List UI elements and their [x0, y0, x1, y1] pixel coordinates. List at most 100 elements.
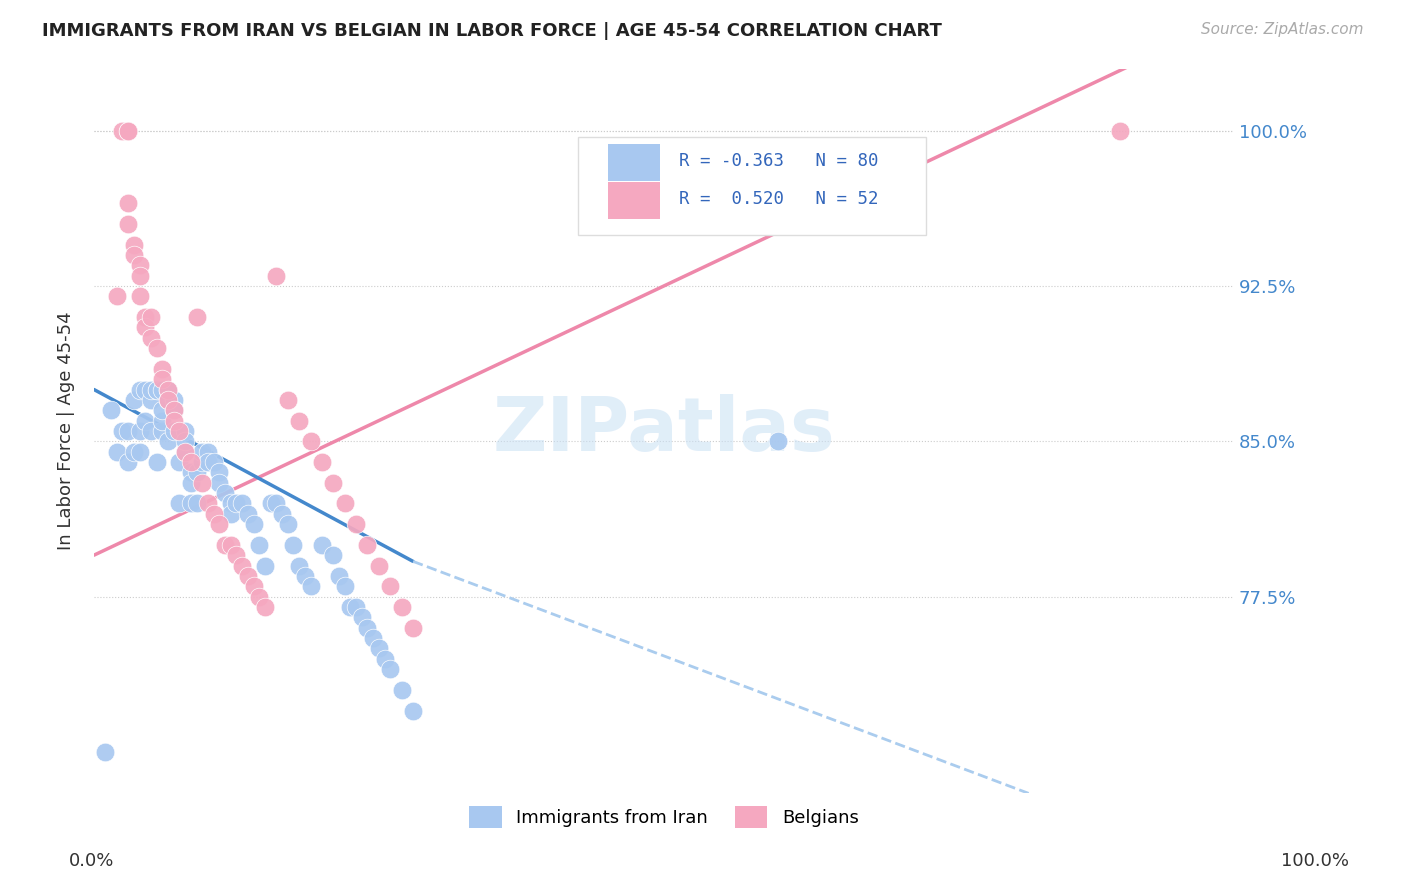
Legend: Immigrants from Iran, Belgians: Immigrants from Iran, Belgians [461, 798, 866, 835]
Point [231, 558, 253, 573]
Point [350, 610, 373, 624]
Point [208, 475, 231, 490]
Point [225, 496, 247, 510]
Point [174, 444, 197, 458]
Text: 0.0%: 0.0% [69, 852, 114, 870]
Point [197, 455, 219, 469]
Point [247, 538, 270, 552]
Point [294, 569, 316, 583]
Point [253, 558, 276, 573]
Point [367, 641, 389, 656]
Point [236, 569, 259, 583]
Point [128, 444, 150, 458]
Point [328, 569, 350, 583]
Point [105, 444, 128, 458]
Point [208, 517, 231, 532]
Point [344, 599, 367, 614]
Point [122, 248, 145, 262]
Point [150, 414, 173, 428]
Point [186, 496, 208, 510]
Point [128, 289, 150, 303]
Point [163, 414, 186, 428]
Point [122, 237, 145, 252]
Point [191, 455, 214, 469]
Point [253, 599, 276, 614]
Point [311, 538, 333, 552]
Point [333, 579, 356, 593]
Point [128, 383, 150, 397]
Point [202, 507, 225, 521]
Point [150, 361, 173, 376]
Point [322, 548, 344, 562]
Point [134, 310, 156, 324]
Point [122, 392, 145, 407]
Point [180, 455, 202, 469]
Point [339, 599, 361, 614]
Point [139, 383, 162, 397]
Point [157, 392, 180, 407]
Point [225, 548, 247, 562]
Y-axis label: In Labor Force | Age 45-54: In Labor Force | Age 45-54 [58, 311, 75, 550]
Point [391, 599, 413, 614]
Point [277, 392, 299, 407]
Point [128, 268, 150, 283]
Point [180, 496, 202, 510]
Point [374, 651, 396, 665]
FancyBboxPatch shape [578, 137, 927, 235]
Point [150, 372, 173, 386]
Point [214, 486, 236, 500]
Point [150, 403, 173, 417]
Point [117, 123, 139, 137]
Point [134, 320, 156, 334]
Point [105, 289, 128, 303]
Point [139, 392, 162, 407]
Point [299, 434, 322, 449]
Point [191, 444, 214, 458]
Point [150, 424, 173, 438]
Point [145, 383, 167, 397]
Point [214, 538, 236, 552]
Point [128, 424, 150, 438]
Point [117, 217, 139, 231]
Point [134, 383, 156, 397]
Point [150, 383, 173, 397]
Point [288, 414, 311, 428]
Point [259, 496, 281, 510]
Point [139, 310, 162, 324]
Point [344, 517, 367, 532]
Point [174, 444, 197, 458]
Point [356, 621, 378, 635]
Point [100, 403, 122, 417]
Point [117, 123, 139, 137]
Point [145, 383, 167, 397]
Point [197, 444, 219, 458]
Text: 100.0%: 100.0% [1281, 852, 1348, 870]
Text: ZIPatlas: ZIPatlas [492, 394, 835, 467]
Point [157, 434, 180, 449]
Point [288, 558, 311, 573]
Point [186, 466, 208, 480]
Point [311, 455, 333, 469]
Point [191, 475, 214, 490]
Point [174, 424, 197, 438]
Point [266, 268, 288, 283]
Point [277, 517, 299, 532]
Point [283, 538, 305, 552]
Point [128, 258, 150, 272]
Point [157, 383, 180, 397]
Point [169, 455, 191, 469]
Point [163, 403, 186, 417]
Point [117, 424, 139, 438]
Point [139, 424, 162, 438]
Text: IMMIGRANTS FROM IRAN VS BELGIAN IN LABOR FORCE | AGE 45-54 CORRELATION CHART: IMMIGRANTS FROM IRAN VS BELGIAN IN LABOR… [42, 22, 942, 40]
FancyBboxPatch shape [607, 182, 661, 219]
Point [174, 434, 197, 449]
Point [163, 392, 186, 407]
Point [197, 496, 219, 510]
Point [380, 579, 402, 593]
Point [122, 444, 145, 458]
Point [117, 455, 139, 469]
Point [139, 331, 162, 345]
Point [367, 558, 389, 573]
Point [145, 341, 167, 355]
